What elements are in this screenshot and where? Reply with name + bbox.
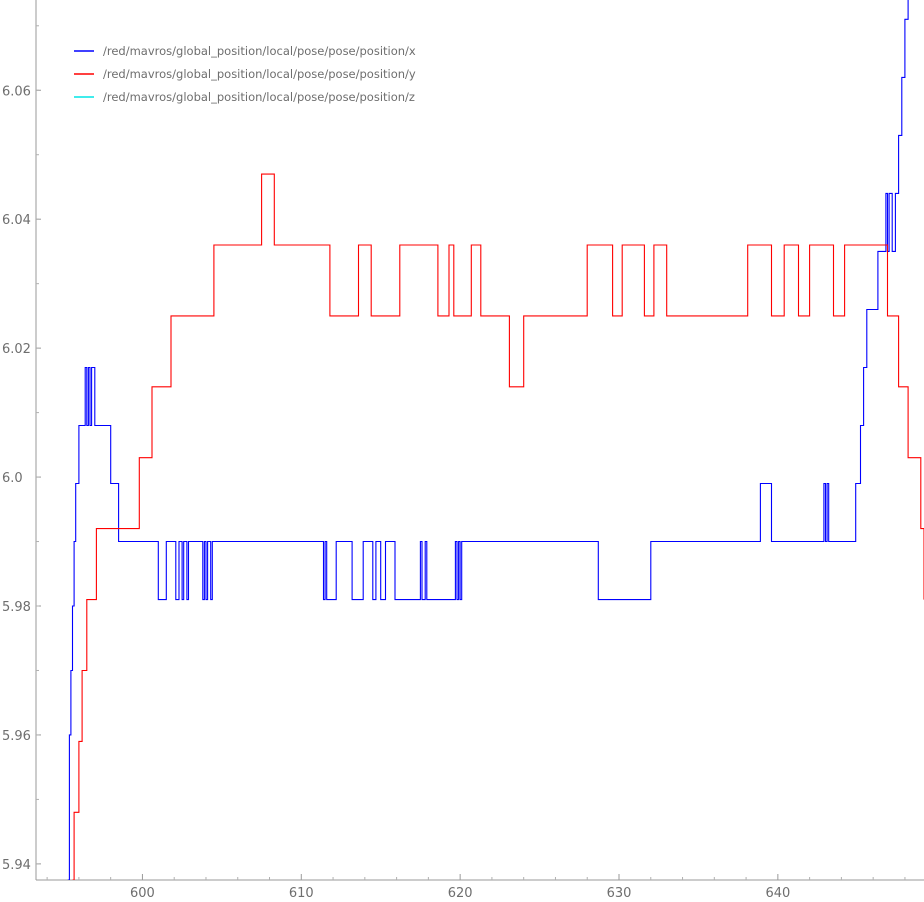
y-tick-label: 5.96 <box>2 729 31 744</box>
x-tick-label: 630 <box>607 886 632 901</box>
x-tick-label: 600 <box>130 886 155 901</box>
legend-label: /red/mavros/global_position/local/pose/p… <box>103 67 416 81</box>
x-tick-label: 610 <box>289 886 314 901</box>
legend-label: /red/mavros/global_position/local/pose/p… <box>103 44 416 58</box>
x-tick-label: 640 <box>765 886 790 901</box>
x-tick-label: 620 <box>448 886 473 901</box>
series-line-y <box>72 173 924 880</box>
y-tick-label: 5.98 <box>2 600 31 615</box>
legend: /red/mavros/global_position/local/pose/p… <box>74 44 416 104</box>
series-layer <box>67 0 924 880</box>
y-tick-label: 6.04 <box>2 213 31 228</box>
y-tick-label: 6.0 <box>2 471 23 486</box>
y-tick-label: 6.06 <box>2 84 31 99</box>
legend-label: /red/mavros/global_position/local/pose/p… <box>103 90 415 104</box>
y-tick-label: 6.02 <box>2 342 31 357</box>
series-line-x <box>67 0 909 880</box>
y-tick-label: 5.94 <box>2 858 31 873</box>
